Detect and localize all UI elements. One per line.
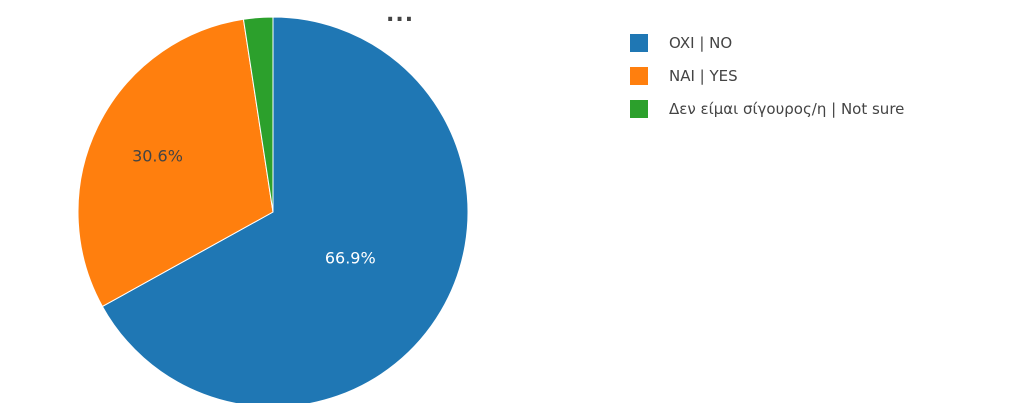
pie-slice-not-sure[interactable] xyxy=(242,16,274,213)
legend-item-yes[interactable]: NAI | YES xyxy=(630,66,904,86)
legend-swatch-no xyxy=(630,34,648,52)
legend-swatch-yes xyxy=(630,67,648,85)
pie-slice-yes[interactable] xyxy=(77,18,274,308)
pie-label-no: 66.9% xyxy=(325,249,376,268)
truncated-title-ellipsis: ... xyxy=(386,2,415,27)
pie-slice-no[interactable] xyxy=(101,16,469,407)
pie-label-yes: 30.6% xyxy=(132,146,183,165)
legend-swatch-not-sure xyxy=(630,100,648,118)
legend-label-yes: NAI | YES xyxy=(669,67,738,85)
legend-item-no[interactable]: OXI | NO xyxy=(630,33,904,53)
legend-label-not-sure: Δεν είμαι σίγουρος/η | Not sure xyxy=(669,100,905,118)
legend-label-no: OXI | NO xyxy=(669,34,733,52)
legend: OXI | NO NAI | YES Δεν είμαι σίγουρος/η … xyxy=(630,33,904,132)
legend-item-not-sure[interactable]: Δεν είμαι σίγουρος/η | Not sure xyxy=(630,99,904,119)
